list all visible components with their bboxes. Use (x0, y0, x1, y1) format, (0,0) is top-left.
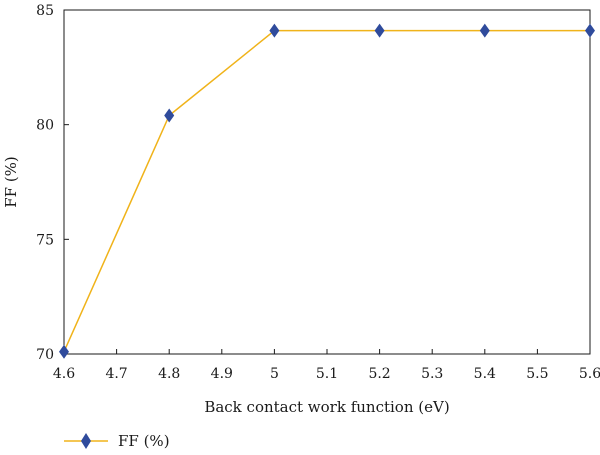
x-tick-label: 5.3 (421, 366, 443, 382)
x-tick-label: 4.7 (105, 366, 127, 382)
plot-frame (63, 9, 591, 355)
x-tick-label: 5.2 (368, 366, 390, 382)
y-tick-label: 85 (36, 3, 54, 19)
legend-label: FF (%) (118, 432, 170, 450)
data-point-diamond (59, 344, 69, 359)
x-tick-label: 4.8 (158, 366, 180, 382)
x-axis-title: Back contact work function (eV) (204, 398, 449, 416)
y-axis-title: FF (%) (2, 156, 20, 208)
x-tick-label: 5 (270, 366, 279, 382)
x-tick-label: 5.6 (579, 366, 600, 382)
x-tick-label: 4.6 (53, 366, 75, 382)
data-point-diamond (269, 23, 280, 38)
y-tick-label: 80 (36, 118, 54, 134)
data-point-diamond (479, 23, 490, 38)
y-tick-label: 75 (36, 232, 54, 248)
series-layer (59, 23, 595, 359)
series-line (63, 29, 590, 353)
data-point-diamond (374, 23, 385, 38)
x-tick-label: 5.1 (316, 366, 338, 382)
x-tick-label: 5.5 (526, 366, 548, 382)
legend-diamond-marker (81, 433, 91, 449)
x-axis-ticks: 4.6 4.7 4.8 4.9 5 5.1 5.2 5.3 5.4 5.5 5.6 (53, 349, 600, 382)
legend: FF (%) (64, 432, 170, 450)
x-tick-label: 4.9 (211, 366, 233, 382)
data-point-diamond (585, 23, 595, 38)
data-point-diamond (164, 108, 175, 123)
x-tick-label: 5.4 (474, 366, 496, 382)
y-axis-ticks: 70 75 80 85 (36, 3, 69, 363)
y-tick-label: 70 (36, 347, 54, 363)
